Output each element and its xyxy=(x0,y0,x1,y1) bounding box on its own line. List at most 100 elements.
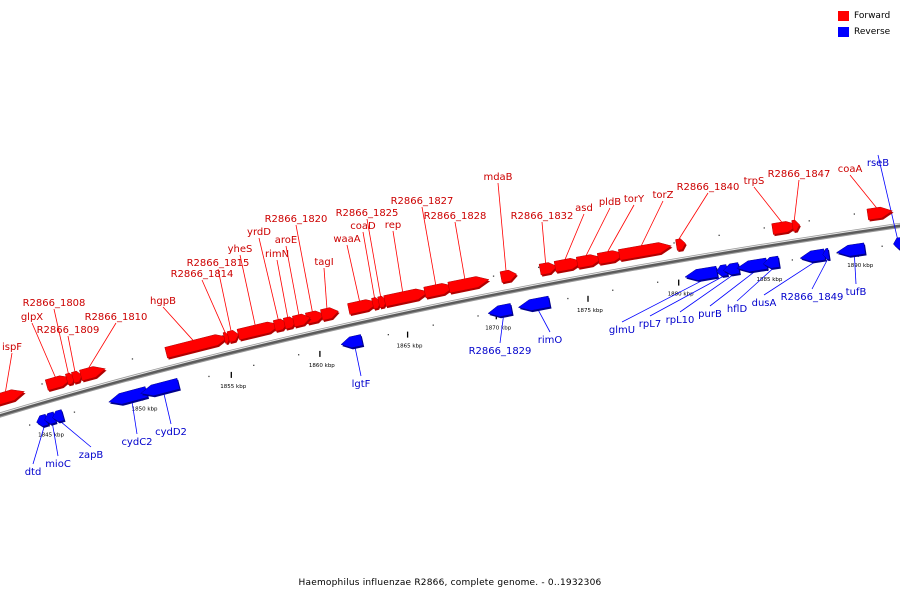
gene-purB[interactable] xyxy=(736,257,768,273)
leader-line xyxy=(649,275,724,317)
gene-rep[interactable] xyxy=(383,288,430,307)
gene-label-R2866_1808: R2866_1808 xyxy=(23,298,86,309)
gene-dtd[interactable] xyxy=(36,413,49,427)
scale-label: 1865 kbp xyxy=(397,344,423,350)
gene-ispF[interactable] xyxy=(0,389,25,406)
gene-label-asd: asd xyxy=(575,203,593,214)
gene-R2866_1847[interactable] xyxy=(791,219,800,232)
gene-label-R2866_1840: R2866_1840 xyxy=(677,182,740,193)
scale-label: 1855 kbp xyxy=(220,384,246,390)
leader-line xyxy=(497,182,507,271)
leader-line xyxy=(793,179,800,221)
gene-rpL10[interactable] xyxy=(722,262,740,276)
leader-line xyxy=(346,244,360,302)
gene-label-cydC2: cydC2 xyxy=(121,437,152,448)
gene-hflD[interactable] xyxy=(762,255,780,269)
gene-label-lgtF: lgtF xyxy=(352,379,371,390)
leader-line xyxy=(392,230,403,292)
leader-line xyxy=(537,309,551,333)
gene-label-tagI: tagI xyxy=(314,257,333,268)
leader-line xyxy=(849,174,877,208)
minor-tick xyxy=(432,324,434,326)
gene-coaA[interactable] xyxy=(866,206,893,221)
legend-reverse-label: Reverse xyxy=(854,27,891,37)
gene-label-dusA: dusA xyxy=(752,298,777,309)
scale-label: 1890 kbp xyxy=(847,263,873,269)
gene-label-torY: torY xyxy=(624,194,645,205)
gene-mdaB[interactable] xyxy=(499,269,518,283)
gene-label-torZ: torZ xyxy=(652,190,673,201)
minor-tick xyxy=(612,289,614,291)
gene-rimO[interactable] xyxy=(517,295,551,311)
minor-tick xyxy=(298,354,300,356)
gene-label-hflD: hflD xyxy=(727,304,748,315)
gene-hgpB[interactable] xyxy=(164,334,229,359)
leader-line xyxy=(239,254,256,325)
minor-tick xyxy=(131,358,134,360)
gene-rpL7[interactable] xyxy=(716,264,729,277)
gene-R2866_1832[interactable] xyxy=(538,262,558,276)
gene-label-ispF: ispF xyxy=(2,342,22,353)
gene-lgtF[interactable] xyxy=(340,334,364,349)
gene-aroE[interactable] xyxy=(292,313,311,328)
gene-label-coaA: coaA xyxy=(838,164,863,175)
minor-tick xyxy=(718,234,720,236)
gene-mioC[interactable] xyxy=(44,411,57,425)
gene-dusA[interactable] xyxy=(799,248,826,263)
legend-reverse: Reverse xyxy=(838,25,890,39)
leader-line xyxy=(421,206,437,285)
gene-label-rep: rep xyxy=(385,220,401,231)
gene-glmU[interactable] xyxy=(684,265,719,281)
gene-label-R2866_1825: R2866_1825 xyxy=(336,208,399,219)
gene-tagI[interactable] xyxy=(320,307,339,321)
scale-label: 1860 kbp xyxy=(309,363,335,369)
gene-tufB[interactable] xyxy=(836,242,866,257)
gene-pldB[interactable] xyxy=(575,254,604,269)
gene-label-aroE: aroE xyxy=(275,235,297,246)
minor-tick xyxy=(41,383,43,385)
leader-line xyxy=(285,245,300,315)
forward-swatch xyxy=(838,11,849,21)
gene-cydD2[interactable] xyxy=(140,377,181,396)
gene-R2866_1815[interactable] xyxy=(226,330,240,343)
gene-zapB[interactable] xyxy=(52,409,65,423)
gene-R2866_1849[interactable] xyxy=(822,248,830,260)
minor-tick xyxy=(387,334,389,336)
gene-R2866_1828[interactable] xyxy=(447,276,490,294)
leader-line xyxy=(641,200,664,246)
leader-line xyxy=(162,306,194,341)
gene-label-R2866_1820: R2866_1820 xyxy=(265,214,328,225)
leader-line xyxy=(67,335,76,372)
legend: Forward Reverse xyxy=(838,9,890,41)
gene-label-R2866_1829: R2866_1829 xyxy=(469,346,532,357)
gene-label-rseB: rseB xyxy=(867,158,889,169)
gene-R2866_1810[interactable] xyxy=(79,366,106,382)
gene-label-coaD: coaD xyxy=(350,221,376,232)
gene-label-rimN: rimN xyxy=(265,249,289,260)
leader-line xyxy=(678,192,709,240)
leader-line xyxy=(163,393,172,425)
gene-R2866_1840[interactable] xyxy=(675,238,686,251)
gene-R2866_1809[interactable] xyxy=(70,370,83,384)
gene-label-yrdD: yrdD xyxy=(247,227,271,238)
gene-label-cydD2: cydD2 xyxy=(155,427,187,438)
leader-line xyxy=(854,255,857,285)
minor-tick xyxy=(253,364,255,366)
leader-line xyxy=(541,221,546,264)
gene-cydC2[interactable] xyxy=(108,386,149,405)
gene-rseB[interactable] xyxy=(893,237,900,250)
gene-label-glpX: glpX xyxy=(21,312,43,323)
legend-forward-label: Forward xyxy=(854,11,891,21)
gene-label-zapB: zapB xyxy=(79,450,104,461)
gene-label-purB: purB xyxy=(698,309,722,320)
gene-R2866_1829[interactable] xyxy=(487,303,513,317)
minor-tick xyxy=(763,227,765,229)
gene-label-rimO: rimO xyxy=(538,335,563,346)
leader-line xyxy=(5,352,13,392)
leader-line xyxy=(60,420,92,448)
minor-tick xyxy=(881,245,883,247)
gene-label-rpL7: rpL7 xyxy=(639,319,661,330)
gene-torZ[interactable] xyxy=(618,242,672,261)
minor-tick xyxy=(477,315,479,317)
leader-line xyxy=(295,224,313,312)
